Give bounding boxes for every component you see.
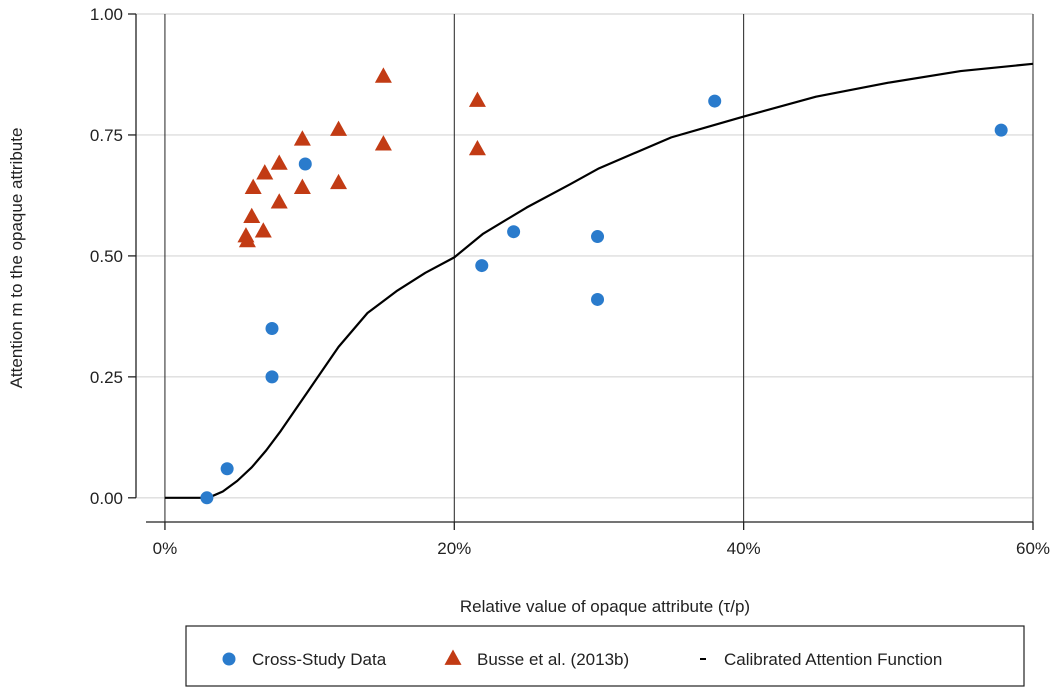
legend-label-busse: Busse et al. (2013b) bbox=[477, 650, 629, 669]
busse-point bbox=[330, 120, 348, 136]
busse-point bbox=[256, 164, 274, 180]
y-tick-label: 0.25 bbox=[90, 368, 123, 387]
busse-point bbox=[374, 67, 392, 83]
busse-point bbox=[254, 222, 272, 238]
busse-points-layer bbox=[237, 67, 486, 248]
legend-triangle-marker bbox=[444, 649, 462, 665]
calibrated-attention-curve-layer bbox=[164, 62, 1034, 499]
cross-study-point bbox=[298, 157, 312, 171]
y-axis-label: Attention m to the opaque attribute bbox=[7, 128, 26, 389]
busse-point bbox=[374, 135, 392, 151]
busse-point bbox=[293, 130, 311, 146]
legend: Cross-Study Data Busse et al. (2013b) Ca… bbox=[185, 625, 1025, 687]
legend-box bbox=[185, 625, 1025, 687]
cross-study-point bbox=[708, 94, 722, 108]
legend-label-calibrated-function: Calibrated Attention Function bbox=[724, 650, 942, 669]
x-tick-label: 0% bbox=[153, 539, 178, 558]
busse-point bbox=[244, 178, 262, 194]
calibrated-attention-curve bbox=[164, 62, 1034, 499]
x-tick-label: 60% bbox=[1016, 539, 1050, 558]
y-tick-label: 0.50 bbox=[90, 247, 123, 266]
busse-point bbox=[270, 193, 288, 209]
cross-study-points-layer bbox=[200, 94, 1008, 505]
x-tick-label: 20% bbox=[437, 539, 471, 558]
legend-circle-marker bbox=[222, 652, 236, 666]
busse-point bbox=[468, 91, 486, 107]
busse-point bbox=[330, 173, 348, 190]
y-tick-label: 1.00 bbox=[90, 5, 123, 24]
grid bbox=[136, 13, 1034, 522]
cross-study-point bbox=[220, 462, 234, 476]
legend-label-cross-study: Cross-Study Data bbox=[252, 650, 387, 669]
axes: 0.00 0.25 0.50 0.75 1.00 0% 20% 40% 60% bbox=[90, 5, 1050, 558]
cross-study-point bbox=[591, 292, 605, 306]
cross-study-point bbox=[591, 230, 605, 244]
x-tick-label: 40% bbox=[727, 539, 761, 558]
cross-study-point bbox=[265, 321, 279, 335]
cross-study-point bbox=[265, 370, 279, 384]
cross-study-point bbox=[475, 259, 489, 273]
cross-study-point bbox=[507, 225, 521, 239]
cross-study-point bbox=[994, 123, 1008, 137]
busse-point bbox=[243, 207, 261, 224]
busse-point bbox=[293, 178, 311, 194]
x-axis-label: Relative value of opaque attribute (τ/p) bbox=[460, 597, 750, 616]
y-tick-label: 0.75 bbox=[90, 126, 123, 145]
y-tick-label: 0.00 bbox=[90, 489, 123, 508]
cross-study-point bbox=[200, 491, 214, 505]
busse-point bbox=[468, 139, 486, 156]
busse-point bbox=[238, 231, 256, 248]
busse-point bbox=[270, 154, 288, 170]
